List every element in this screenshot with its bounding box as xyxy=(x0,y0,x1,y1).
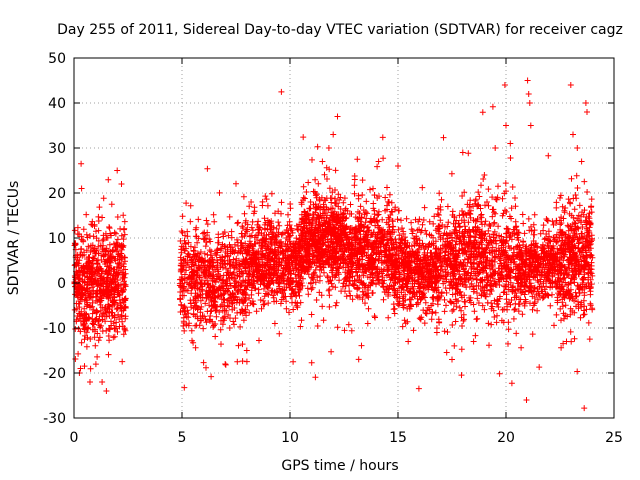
x-tick-labels: 0 5 10 15 20 25 xyxy=(70,430,623,446)
x-tick-label: 10 xyxy=(281,430,299,446)
x-tick-label: 5 xyxy=(178,430,187,446)
x-tick-label: 15 xyxy=(389,430,407,446)
grid-lines xyxy=(74,58,614,418)
data-points xyxy=(71,77,596,412)
x-axis-label: GPS time / hours xyxy=(281,458,398,474)
x-tick-label: 0 xyxy=(70,430,79,446)
y-axis-label: SDTVAR / TECUs xyxy=(6,181,22,296)
axis-ticks xyxy=(73,57,615,419)
series-points-cagz xyxy=(71,77,596,412)
x-tick-label: 20 xyxy=(497,430,515,446)
y-tick-label: 20 xyxy=(48,186,66,202)
y-tick-label: 30 xyxy=(48,141,66,157)
x-tick-label: 25 xyxy=(605,430,623,446)
y-tick-label: -10 xyxy=(43,321,66,337)
y-tick-label: -30 xyxy=(43,411,66,427)
y-tick-label: 50 xyxy=(48,51,66,67)
chart-title: Day 255 of 2011, Sidereal Day-to-day VTE… xyxy=(57,22,623,38)
y-tick-label: 40 xyxy=(48,96,66,112)
y-tick-label: -20 xyxy=(43,366,66,382)
y-tick-labels: -30 -20 -10 0 10 20 30 40 50 xyxy=(43,51,66,427)
y-tick-label: 10 xyxy=(48,231,66,247)
y-tick-label: 0 xyxy=(57,276,66,292)
